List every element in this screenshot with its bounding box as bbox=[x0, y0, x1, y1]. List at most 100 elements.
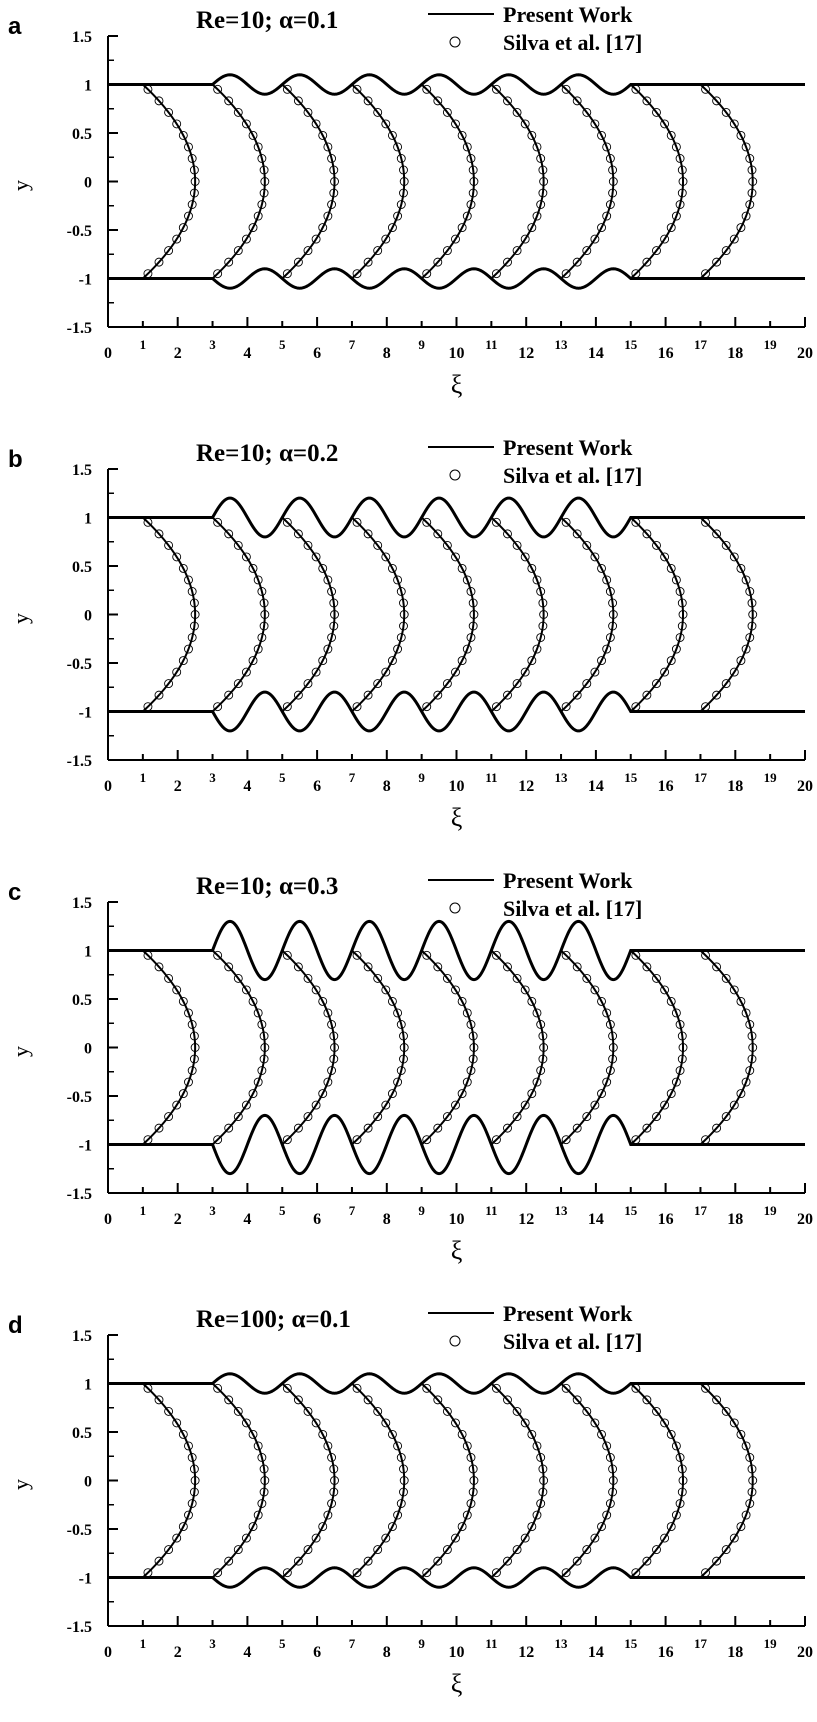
panel-letter: c bbox=[8, 879, 21, 906]
silva-data-point bbox=[721, 1112, 731, 1122]
x-tick-label: 9 bbox=[418, 337, 425, 352]
silva-data-point bbox=[189, 1464, 199, 1474]
x-tick-label: 0 bbox=[104, 1211, 112, 1228]
silva-data-point bbox=[187, 1453, 197, 1462]
present-work-profile bbox=[420, 949, 475, 1146]
silva-data-point bbox=[538, 598, 548, 608]
silva-data-point bbox=[572, 257, 582, 267]
silva-data-point bbox=[381, 119, 391, 129]
silva-data-point bbox=[399, 1043, 409, 1052]
silva-data-point bbox=[671, 211, 681, 221]
silva-data-point bbox=[561, 702, 571, 712]
silva-data-point bbox=[311, 552, 321, 562]
silva-data-point bbox=[582, 679, 592, 689]
silva-data-point bbox=[399, 598, 408, 608]
silva-data-point bbox=[433, 1556, 443, 1566]
legend: Present Work Silva et al. [17] bbox=[428, 2, 642, 55]
silva-data-point bbox=[253, 1510, 263, 1520]
silva-data-point bbox=[189, 598, 199, 608]
silva-data-point bbox=[677, 1487, 687, 1497]
silva-data-point bbox=[492, 702, 501, 712]
silva-data-point bbox=[597, 996, 606, 1006]
silva-data-point bbox=[457, 1089, 467, 1099]
silva-data-point bbox=[190, 177, 200, 186]
y-tick-label: 1.5 bbox=[72, 462, 92, 479]
silva-data-point bbox=[745, 200, 755, 209]
upper-wall bbox=[108, 1372, 805, 1395]
silva-data-point bbox=[536, 1020, 546, 1029]
silva-data-point bbox=[323, 575, 333, 585]
silva-data-point bbox=[399, 621, 408, 631]
silva-data-point bbox=[462, 211, 472, 221]
x-tick-label: 15 bbox=[624, 337, 638, 352]
silva-data-point bbox=[164, 679, 174, 689]
silva-data-point bbox=[666, 223, 676, 233]
silva-data-point bbox=[164, 1545, 174, 1555]
silva-data-point bbox=[572, 529, 582, 539]
silva-data-point bbox=[248, 130, 258, 140]
silva-data-point bbox=[260, 610, 270, 619]
x-tick-label: 0 bbox=[104, 345, 112, 362]
silva-data-point bbox=[178, 1089, 188, 1099]
silva-data-point bbox=[748, 1476, 758, 1485]
silva-data-point bbox=[248, 1429, 258, 1439]
silva-data-point bbox=[451, 985, 460, 995]
legend-label: Silva et al. [17] bbox=[503, 1329, 642, 1354]
silva-data-point bbox=[172, 552, 182, 562]
y-tick-label: -1 bbox=[79, 705, 92, 722]
y-tick-label: 0 bbox=[84, 1041, 92, 1058]
silva-data-point bbox=[387, 996, 397, 1006]
silva-data-point bbox=[671, 644, 681, 654]
silva-data-point bbox=[660, 1418, 670, 1428]
silva-data-point bbox=[532, 211, 542, 221]
silva-data-point bbox=[538, 165, 548, 175]
silva-data-point bbox=[387, 223, 397, 233]
silva-data-point bbox=[327, 633, 337, 642]
silva-data-point bbox=[745, 154, 755, 163]
lower-wall bbox=[108, 267, 805, 290]
silva-data-point bbox=[311, 1533, 321, 1543]
x-tick-label: 18 bbox=[727, 778, 743, 795]
present-work-profile bbox=[211, 83, 266, 280]
silva-data-point bbox=[387, 1089, 397, 1099]
x-tick-label: 17 bbox=[694, 337, 708, 352]
silva-data-point bbox=[712, 1556, 722, 1566]
legend: Present Work Silva et al. [17] bbox=[428, 868, 642, 921]
silva-data-point bbox=[721, 1545, 731, 1555]
silva-data-point bbox=[233, 540, 243, 550]
silva-data-point bbox=[582, 540, 592, 550]
silva-data-point bbox=[536, 154, 546, 163]
y-tick-label: 0.5 bbox=[72, 1425, 92, 1442]
silva-data-point bbox=[311, 1418, 321, 1428]
silva-data-point bbox=[190, 1043, 200, 1052]
silva-data-point bbox=[451, 1533, 460, 1543]
silva-data-point bbox=[538, 1464, 548, 1474]
x-tick-label: 12 bbox=[518, 1644, 534, 1661]
silva-data-point bbox=[143, 1383, 153, 1393]
silva-data-point bbox=[736, 1089, 746, 1099]
present-work-profile bbox=[351, 1382, 406, 1579]
silva-data-point bbox=[631, 950, 641, 960]
silva-data-point bbox=[399, 1487, 408, 1497]
y-tick-label: 0.5 bbox=[72, 559, 92, 576]
silva-data-point bbox=[736, 656, 746, 666]
silva-data-point bbox=[527, 1429, 537, 1439]
silva-data-point bbox=[492, 269, 501, 279]
silva-data-point bbox=[701, 950, 710, 960]
silva-data-point bbox=[381, 1418, 391, 1428]
x-tick-label: 2 bbox=[174, 778, 182, 795]
panel-a: a Re=10; α=0.1 Present Work Silva et al. [1… bbox=[8, 2, 813, 399]
silva-data-point bbox=[747, 1054, 757, 1064]
silva-data-point bbox=[736, 130, 746, 140]
silva-data-point bbox=[527, 130, 537, 140]
present-work-profile bbox=[630, 516, 685, 713]
silva-data-point bbox=[187, 1066, 197, 1075]
silva-data-point bbox=[164, 246, 174, 256]
silva-data-point bbox=[293, 257, 303, 267]
silva-data-point bbox=[184, 211, 193, 221]
silva-data-point bbox=[224, 1395, 234, 1405]
silva-data-point bbox=[582, 1406, 592, 1416]
silva-data-point bbox=[233, 107, 243, 117]
silva-data-point bbox=[224, 96, 234, 106]
x-tick-label: 19 bbox=[764, 1636, 778, 1651]
